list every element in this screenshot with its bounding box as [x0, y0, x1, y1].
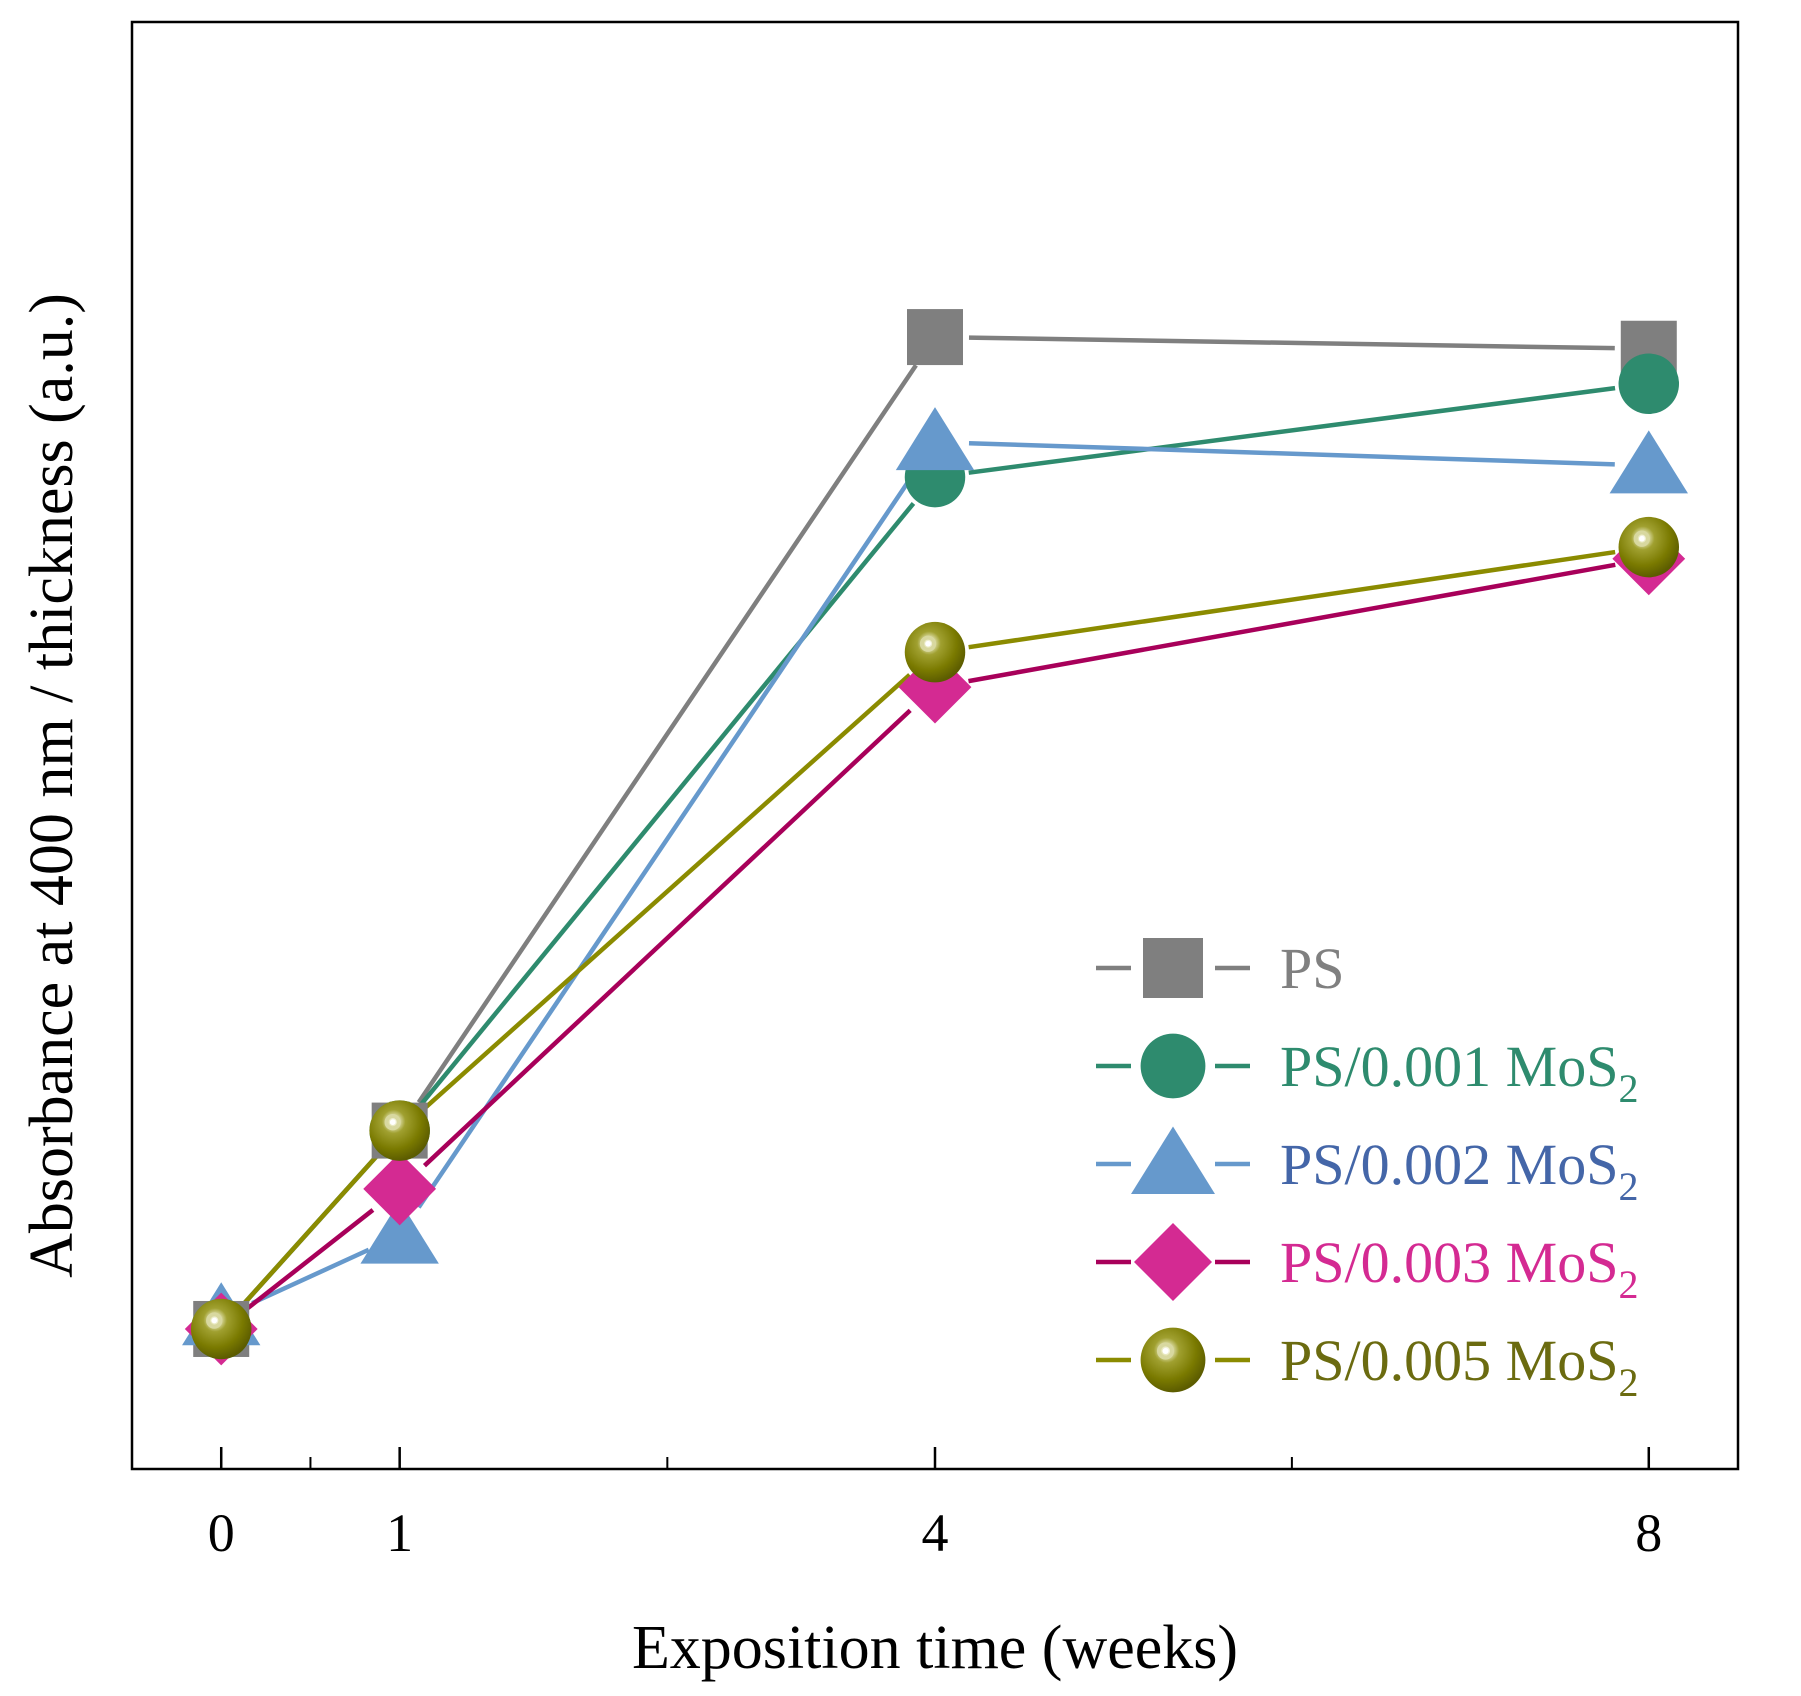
- legend-label-main: PS/0.003 MoS: [1280, 1230, 1618, 1295]
- series-line-segment: [242, 1154, 379, 1306]
- data-point-triangle: [895, 407, 975, 471]
- series-line-segment: [968, 549, 1616, 650]
- series-line-segment: [419, 501, 916, 1106]
- legend-item: PS/0.003 MoS2: [1096, 1223, 1638, 1307]
- sphere-highlight-ring: [1633, 530, 1650, 547]
- sphere-body: [1140, 1327, 1206, 1393]
- sphere-body: [904, 621, 966, 683]
- data-point-sphere: [1618, 516, 1680, 578]
- legend-label-subscript: 2: [1618, 1360, 1638, 1405]
- sphere-highlight-ring: [1156, 1342, 1175, 1360]
- legend-label-subscript: 2: [1618, 1066, 1638, 1111]
- sphere-highlight-ring: [384, 1114, 401, 1131]
- series-line-segment: [416, 469, 918, 1209]
- sphere-highlight: [211, 1317, 218, 1324]
- legend-label: PS/0.003 MoS2: [1280, 1230, 1638, 1307]
- series-line-segment: [416, 363, 918, 1104]
- series-line-segment: [251, 1247, 370, 1306]
- x-tick-label: 8: [1635, 1503, 1662, 1563]
- legend-marker-triangle: [1131, 1126, 1215, 1194]
- legend-item: PS/0.002 MoS2: [1096, 1126, 1638, 1209]
- legend-item: PS/0.001 MoS2: [1096, 1033, 1638, 1111]
- sphere-highlight-ring: [919, 635, 937, 652]
- sphere-body: [1618, 516, 1680, 578]
- legend-label: PS/0.002 MoS2: [1280, 1132, 1638, 1209]
- x-axis-title: Exposition time (weeks): [632, 1614, 1238, 1682]
- series-line-segment: [968, 440, 1615, 467]
- sphere-highlight: [389, 1119, 396, 1125]
- sphere-body: [190, 1298, 252, 1360]
- legend-label-main: PS/0.001 MoS: [1280, 1034, 1618, 1099]
- data-point-sphere: [904, 621, 966, 683]
- sphere-highlight: [925, 640, 931, 647]
- series-line-segment: [968, 335, 1615, 351]
- legend-marker-sphere: [1140, 1327, 1206, 1393]
- legend-label: PS/0.001 MoS2: [1280, 1034, 1638, 1111]
- sphere-body: [369, 1100, 430, 1161]
- series-line-segment: [423, 673, 912, 1110]
- sphere-highlight-ring: [206, 1312, 223, 1329]
- legend-label: PS: [1280, 936, 1345, 1001]
- x-tick-label: 1: [386, 1503, 413, 1563]
- sphere-highlight: [1638, 535, 1645, 542]
- legend-label-main: PS/0.002 MoS: [1280, 1132, 1618, 1197]
- legend-item: PS/0.005 MoS2: [1096, 1327, 1638, 1405]
- data-point-square: [907, 309, 963, 366]
- data-point-diamond: [363, 1152, 437, 1226]
- series-line-segment: [246, 1208, 375, 1310]
- legend-marker-circle: [1140, 1033, 1206, 1099]
- legend-label-subscript: 2: [1618, 1262, 1638, 1307]
- x-tick-label: 0: [208, 1503, 235, 1563]
- series-line-segment: [968, 562, 1616, 684]
- legend-item: PS: [1096, 936, 1345, 1001]
- series-line-segment: [422, 708, 912, 1168]
- y-axis-title: Absorbance at 400 nm / thickness (a.u.): [18, 293, 86, 1278]
- legend-label-main: PS: [1280, 936, 1345, 1001]
- data-point-sphere: [369, 1100, 430, 1161]
- legend-label: PS/0.005 MoS2: [1280, 1328, 1638, 1405]
- data-point-triangle: [1609, 430, 1688, 494]
- series-line-segment: [968, 385, 1616, 475]
- data-point-circle: [1618, 353, 1680, 414]
- legend-label-main: PS/0.005 MoS: [1280, 1328, 1618, 1393]
- legend-marker-diamond: [1134, 1223, 1212, 1301]
- data-point-sphere: [190, 1298, 252, 1360]
- legend-label-subscript: 2: [1618, 1164, 1638, 1209]
- x-tick-label: 4: [922, 1503, 949, 1563]
- legend-marker-square: [1143, 938, 1203, 998]
- sphere-highlight: [1162, 1348, 1169, 1354]
- data-point-triangle: [360, 1200, 439, 1264]
